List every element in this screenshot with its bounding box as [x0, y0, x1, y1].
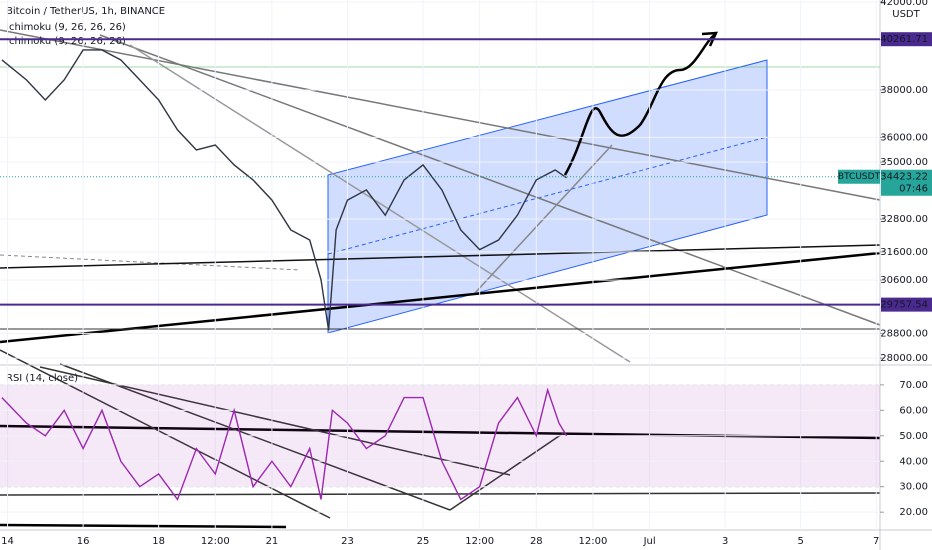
x-tick-label: 12:00 [579, 536, 608, 547]
x-tick-label: 25 [417, 536, 430, 547]
y-tick-label: 40.00 [899, 456, 928, 467]
rsi-line [59, 363, 451, 511]
price-tag [881, 169, 932, 196]
indicator-label: Ichimoku (9, 26, 26, 26) [6, 22, 126, 33]
drawings [0, 29, 881, 529]
y-tick-label: 60.00 [899, 405, 928, 416]
support-line [0, 251, 881, 344]
trend-line [0, 29, 881, 201]
x-tick-label: 12:00 [465, 536, 494, 547]
level-label: 29757.54 [880, 300, 928, 311]
y-tick-label: 30600.00 [880, 275, 928, 286]
y-tick-label: 20.00 [899, 507, 928, 518]
x-tick-label: 3 [722, 536, 728, 547]
y-tick-label: 28000.00 [880, 353, 928, 364]
x-tick-label: 16 [77, 536, 90, 547]
support-line [0, 244, 881, 269]
x-tick-label: 21 [266, 536, 279, 547]
rsi-line [0, 523, 287, 529]
level-tag [881, 297, 932, 312]
trend-line [99, 34, 881, 326]
y-tick-label: 31600.00 [880, 247, 928, 258]
y-tick-label: 42000.00 [880, 0, 928, 8]
rsi-title: RSI (14, close) [6, 373, 78, 384]
y-tick-label: 50.00 [899, 431, 928, 442]
y-tick-label: 70.00 [899, 380, 928, 391]
arrow-head [701, 31, 719, 47]
y-tick-label: 32800.00 [880, 214, 928, 225]
currency-label: USDT [892, 9, 920, 20]
x-tick-label: 28 [530, 536, 543, 547]
rsi-line [0, 492, 881, 496]
price-line [1, 49, 567, 331]
projection-arrow [563, 32, 717, 176]
y-tick-label: 35000.00 [880, 157, 928, 168]
indicator-label: Ichimoku (9, 26, 26, 26) [6, 36, 126, 47]
x-tick-label: 5 [797, 536, 803, 547]
rsi-line [449, 431, 566, 511]
channel-mid [327, 136, 768, 255]
dashed-line [0, 254, 301, 271]
x-tick-label: 12:00 [201, 536, 230, 547]
x-tick-label: 23 [341, 536, 354, 547]
y-tick-label: 38000.00 [880, 85, 928, 96]
countdown-label: 07:46 [899, 184, 928, 195]
x-tick-label: 14 [1, 536, 14, 547]
y-tick-label: 36000.00 [880, 132, 928, 143]
price-line [1, 387, 568, 501]
symbol-title: Bitcoin / TetherUS, 1h, BINANCE [6, 6, 165, 17]
level-label: 40261.71 [880, 34, 928, 45]
x-tick-label: 18 [152, 536, 165, 547]
level-tag [881, 32, 932, 47]
y-tick-label: 28800.00 [880, 328, 928, 339]
symbol-tag [838, 169, 880, 184]
x-tick-label: Jul [643, 536, 656, 547]
y-tick-label: 30.00 [899, 482, 928, 493]
trend-line [129, 44, 631, 363]
x-tick-label: 7 [873, 536, 879, 547]
price-label: 34423.22 [880, 172, 928, 183]
symbol-label: BTCUSDT [838, 172, 881, 182]
rsi-line [0, 349, 331, 519]
